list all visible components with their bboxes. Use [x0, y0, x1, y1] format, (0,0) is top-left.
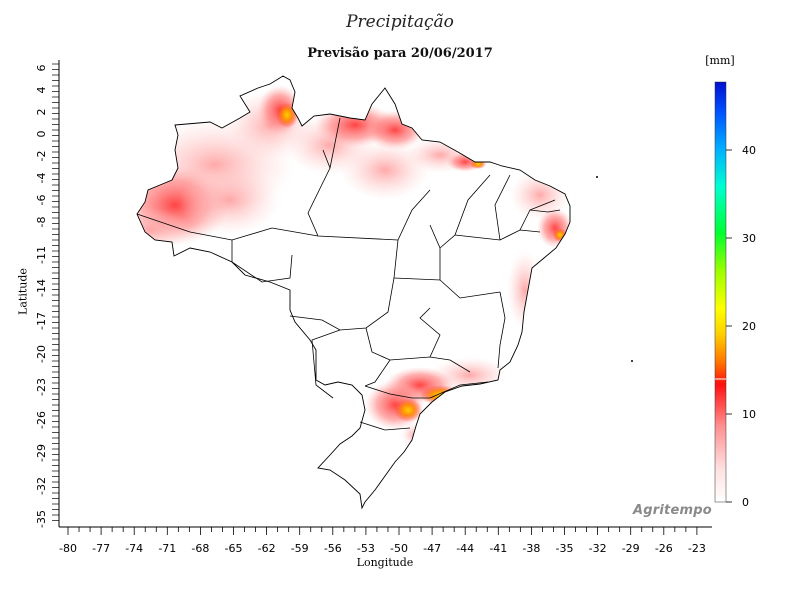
map-title: Precipitação — [346, 12, 454, 32]
y-axis-label: Latitude — [16, 268, 30, 315]
y-tick-label: 2 — [35, 109, 48, 116]
legend-colorbar — [714, 81, 727, 503]
y-tick-label: -8 — [35, 217, 48, 228]
y-tick-label: -26 — [35, 411, 48, 429]
island-marker — [631, 360, 633, 362]
y-tick-label: -23 — [35, 378, 48, 396]
x-tick-label: -56 — [324, 542, 342, 555]
agritempo-logo: Agritempo — [633, 503, 712, 518]
y-tick-label: -6 — [35, 195, 48, 206]
map-subtitle: Previsão para 20/06/2017 — [307, 46, 493, 61]
x-tick-label: -65 — [225, 542, 243, 555]
y-axis-ticks: 6 4 2 0 -2 -4 -6 -8 -11 -14 -17 -20 -23 -26 -29 -32 -35 — [35, 63, 59, 528]
x-tick-label: -38 — [522, 542, 540, 555]
rainfall-field — [137, 85, 570, 447]
x-tick-label: -35 — [556, 542, 574, 555]
island-marker — [596, 176, 598, 178]
x-tick-label: -41 — [489, 542, 507, 555]
y-tick-label: -29 — [35, 444, 48, 462]
x-tick-label: -26 — [655, 542, 673, 555]
legend-ticks: 0 10 20 30 40 — [726, 144, 756, 509]
x-tick-label: -77 — [92, 542, 110, 555]
x-axis-label: Longitude — [356, 556, 414, 569]
x-tick-label: -29 — [622, 542, 640, 555]
legend-tick-label: 30 — [742, 232, 756, 245]
x-tick-label: -62 — [258, 542, 276, 555]
x-tick-label: -74 — [125, 542, 143, 555]
x-tick-label: -53 — [357, 542, 375, 555]
legend-tick-label: 10 — [742, 408, 756, 421]
y-tick-label: -4 — [35, 173, 48, 184]
x-axis-ticks: -80 -77 -74 -71 -68 -65 -62 -59 -56 -53 -50 -47 -44 -… — [59, 527, 706, 555]
x-tick-label: -68 — [191, 542, 209, 555]
legend-tick-label: 20 — [742, 320, 756, 333]
x-tick-label: -23 — [688, 542, 706, 555]
legend-tick-label: 40 — [742, 144, 756, 157]
y-tick-label: -14 — [35, 279, 48, 297]
color-legend: 0 10 20 30 40 — [714, 81, 756, 509]
y-tick-label: -2 — [35, 151, 48, 162]
y-tick-label: -20 — [35, 345, 48, 363]
x-tick-label: -71 — [158, 542, 176, 555]
x-tick-label: -32 — [589, 542, 607, 555]
x-tick-label: -80 — [59, 542, 77, 555]
brazil-map — [136, 75, 571, 510]
legend-unit: [mm] — [705, 54, 735, 67]
legend-tick-label: 0 — [742, 496, 749, 509]
y-tick-label: 6 — [35, 65, 48, 72]
x-tick-label: -44 — [456, 542, 474, 555]
y-tick-label: 4 — [35, 87, 48, 94]
y-tick-label: -32 — [35, 477, 48, 495]
x-tick-label: -50 — [390, 542, 408, 555]
y-tick-label: -17 — [35, 312, 48, 330]
state-borders — [136, 117, 561, 431]
x-tick-label: -47 — [423, 542, 441, 555]
x-tick-label: -59 — [291, 542, 309, 555]
brazil-border — [136, 75, 571, 510]
y-tick-label: -35 — [35, 510, 48, 528]
y-tick-label: 0 — [35, 131, 48, 138]
y-tick-label: -11 — [35, 246, 48, 264]
